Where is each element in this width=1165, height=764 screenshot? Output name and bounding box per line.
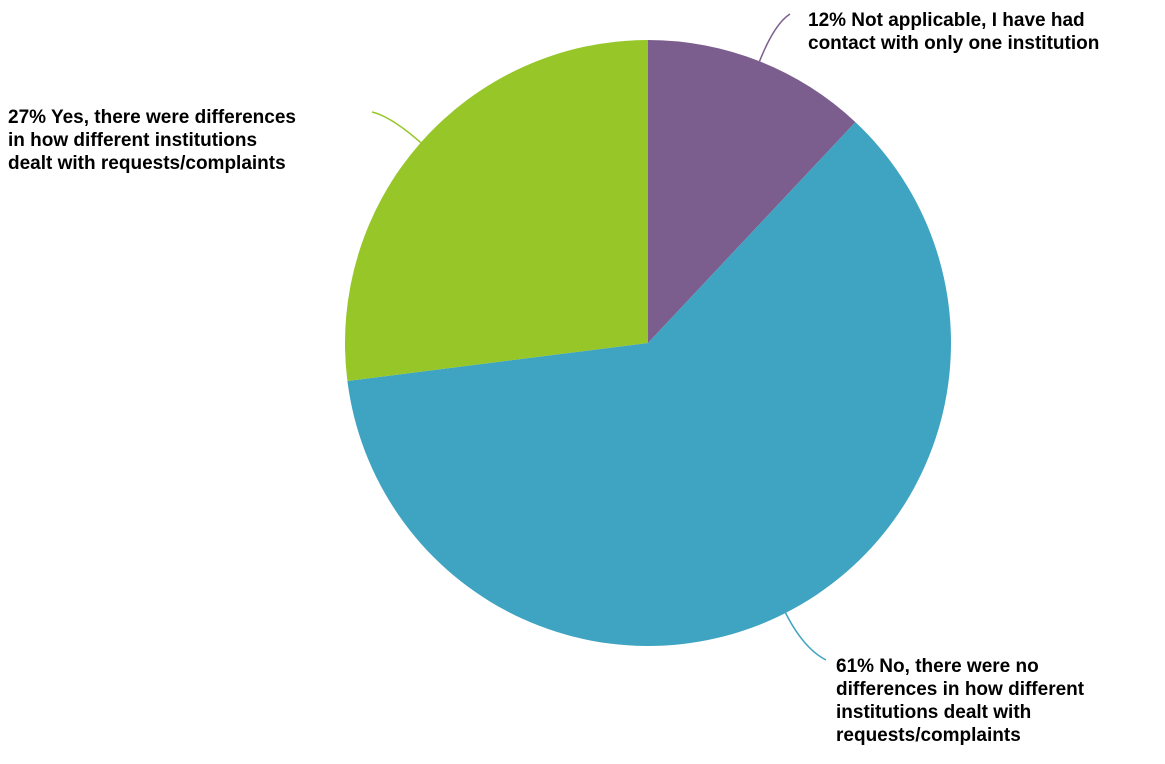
pie-slice-not-applicable — [648, 40, 856, 343]
slice-label-not-applicable: 12% Not applicable, I have had contact w… — [808, 10, 1100, 54]
leader-line-yes-differences — [371, 111, 422, 144]
slice-label-yes-differences: 27% Yes, there were differences in how d… — [8, 107, 296, 174]
slice-label-no-differences: 61% No, there were no differences in how… — [836, 656, 1085, 746]
pie-slice-no-differences — [347, 122, 951, 646]
leader-line-no-differences — [784, 612, 827, 661]
pie-slice-yes-differences — [344, 40, 648, 381]
leader-line-not-applicable — [758, 13, 791, 62]
